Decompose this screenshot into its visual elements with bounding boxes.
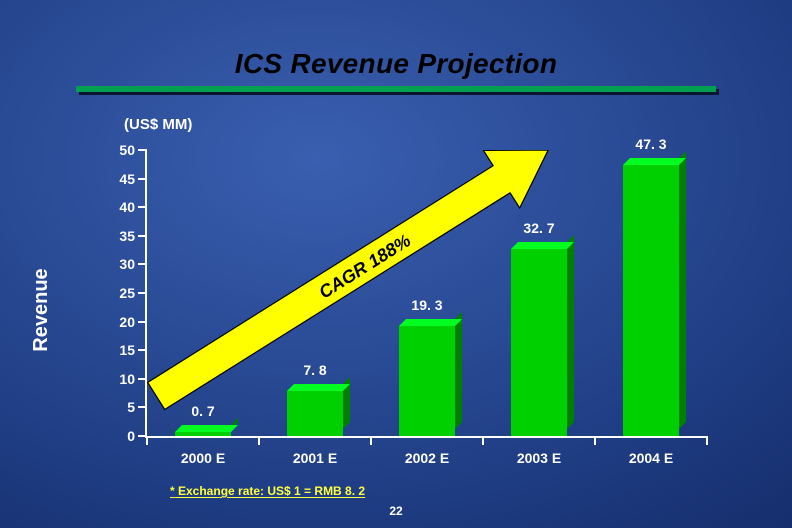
x-tick (706, 436, 708, 445)
bar-value-label: 47. 3 (635, 136, 666, 152)
x-tick (146, 436, 148, 445)
x-category-label: 2003 E (517, 450, 561, 466)
y-tick-label: 10 (105, 371, 135, 387)
bar-value-label: 32. 7 (523, 220, 554, 236)
x-tick (258, 436, 260, 445)
x-tick (370, 436, 372, 445)
x-tick (594, 436, 596, 445)
bar (175, 432, 231, 436)
bar (511, 249, 567, 436)
y-tick (138, 206, 147, 208)
y-tick-label: 0 (105, 428, 135, 444)
y-tick-label: 25 (105, 285, 135, 301)
y-tick-label: 50 (105, 142, 135, 158)
y-tick (138, 406, 147, 408)
revenue-chart: Revenue 051015202530354045500. 72000 E7.… (90, 150, 710, 466)
slide-title: ICS Revenue Projection (0, 48, 792, 80)
bar-value-label: 0. 7 (191, 403, 214, 419)
y-tick (138, 235, 147, 237)
y-tick-label: 20 (105, 314, 135, 330)
y-tick (138, 349, 147, 351)
y-tick-label: 5 (105, 399, 135, 415)
y-tick-label: 40 (105, 199, 135, 215)
y-tick-label: 45 (105, 171, 135, 187)
y-tick (138, 149, 147, 151)
bar (287, 391, 343, 436)
x-category-label: 2002 E (405, 450, 449, 466)
bar (623, 165, 679, 436)
plot-area: 051015202530354045500. 72000 E7. 82001 E… (145, 150, 707, 438)
title-block: ICS Revenue Projection (0, 48, 792, 94)
subtitle-units: (US$ MM) (124, 116, 192, 133)
slide: ICS Revenue Projection (US$ MM) Revenue … (0, 0, 792, 528)
y-tick (138, 292, 147, 294)
y-tick-label: 35 (105, 228, 135, 244)
title-underline (76, 86, 716, 94)
footnote-exchange-rate: * Exchange rate: US$ 1 = RMB 8. 2 (170, 484, 365, 498)
bar-value-label: 7. 8 (303, 362, 326, 378)
x-category-label: 2001 E (293, 450, 337, 466)
bar-value-label: 19. 3 (411, 297, 442, 313)
bar (399, 326, 455, 436)
y-axis-label: Revenue (30, 210, 53, 410)
y-tick-label: 15 (105, 342, 135, 358)
page-number: 22 (389, 504, 402, 518)
y-tick (138, 178, 147, 180)
y-tick (138, 263, 147, 265)
y-tick (138, 378, 147, 380)
x-category-label: 2000 E (181, 450, 225, 466)
x-tick (482, 436, 484, 445)
x-category-label: 2004 E (629, 450, 673, 466)
y-tick-label: 30 (105, 256, 135, 272)
y-tick (138, 321, 147, 323)
